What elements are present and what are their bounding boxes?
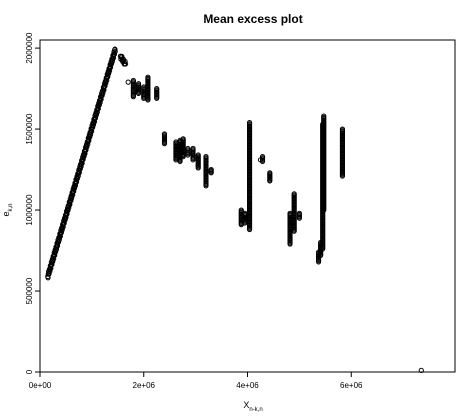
data-point — [88, 131, 94, 138]
data-point — [246, 119, 253, 126]
data-point — [78, 163, 84, 169]
data-point — [130, 77, 136, 84]
data-point — [257, 157, 264, 163]
data-point — [110, 56, 116, 62]
data-point — [238, 207, 244, 213]
data-point — [145, 74, 151, 80]
data-point — [66, 205, 72, 211]
y-tick-label: 0 — [25, 369, 34, 374]
y-axis-label-subscript: k,n — [8, 203, 14, 211]
data-point — [203, 154, 209, 160]
x-axis-label: Xn-k,n — [243, 400, 262, 413]
x-tick-label: 0e+00 — [29, 381, 52, 390]
data-point — [267, 170, 273, 176]
y-tick-label: 2000000 — [25, 32, 34, 64]
data-point — [125, 79, 131, 85]
chart-title: Mean excess plot — [203, 12, 302, 26]
data-point — [56, 237, 62, 243]
data-point — [190, 145, 196, 152]
y-tick-label: 500000 — [25, 277, 34, 304]
data-point — [109, 58, 115, 64]
y-axis: 0 500000 1000000 1500000 2000000 — [25, 32, 40, 374]
x-axis-label-subscript: n-k,n — [249, 407, 262, 413]
data-point — [112, 48, 118, 55]
data-point — [418, 367, 424, 373]
x-tick-label: 2e+06 — [133, 381, 156, 390]
data-point — [195, 152, 201, 158]
data-point — [154, 85, 160, 92]
y-tick-label: 1500000 — [25, 113, 34, 145]
data-point — [296, 210, 302, 216]
data-point — [291, 191, 297, 197]
data-point — [161, 131, 168, 137]
data-point — [242, 210, 248, 216]
data-point — [185, 145, 191, 152]
data-point — [100, 90, 106, 96]
data-point — [66, 202, 72, 209]
data-point — [321, 113, 327, 119]
data-point — [339, 126, 346, 132]
data-point — [180, 136, 186, 142]
data-point — [47, 268, 53, 275]
data-point — [97, 97, 103, 103]
x-axis: 0e+00 2e+06 4e+06 6e+06 — [29, 372, 363, 390]
data-point — [88, 129, 94, 135]
y-axis-label: ek,n — [1, 203, 14, 216]
x-tick-label: 4e+06 — [236, 381, 259, 390]
data-point — [122, 58, 128, 65]
data-point — [208, 166, 214, 173]
y-tick-label: 1000000 — [25, 194, 34, 226]
data-marks — [45, 46, 424, 373]
data-point — [69, 195, 75, 201]
x-tick-label: 6e+06 — [340, 381, 363, 390]
data-point — [112, 46, 118, 52]
data-point — [122, 61, 129, 67]
data-point — [135, 81, 142, 87]
